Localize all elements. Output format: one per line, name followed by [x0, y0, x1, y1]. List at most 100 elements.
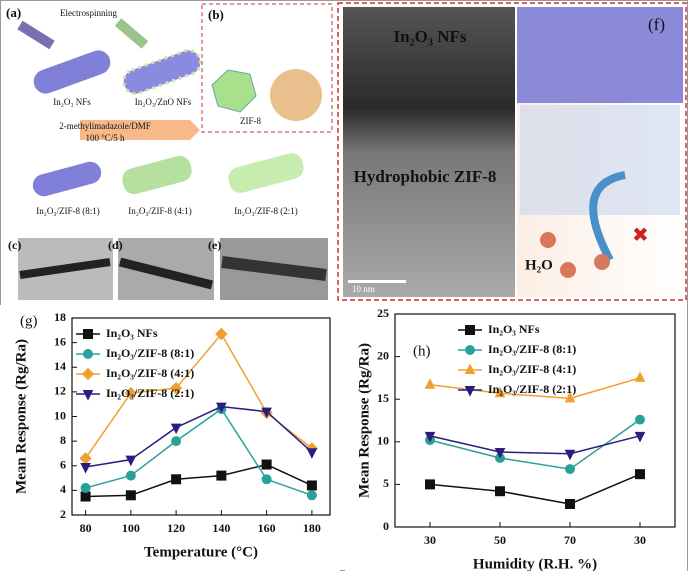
y-tick-label: 10 [377, 434, 389, 448]
marker [169, 381, 183, 395]
marker [81, 367, 95, 381]
syringe [17, 20, 55, 50]
schematic: (a) Electrospinning In₂O₃ NFs In₂O₃/ZnO … [6, 3, 333, 300]
marker [464, 386, 476, 397]
marker [494, 448, 506, 459]
marker [424, 431, 436, 443]
marker [465, 345, 475, 355]
x-tick-label: 160 [258, 521, 276, 535]
x-tick-label: 100 [122, 521, 140, 535]
block: ✖ [632, 225, 649, 247]
panel-label: (b) [208, 7, 224, 22]
marker [125, 455, 137, 467]
marker [306, 448, 318, 459]
series-line [85, 405, 313, 468]
caption: In₂O₃/ZIF-8 (8:1) [36, 206, 100, 216]
marker [83, 349, 93, 359]
y-tick-label: 15 [377, 391, 389, 405]
panel-label: (f) [648, 15, 665, 34]
cage [270, 69, 322, 121]
x-tick-label: 30 [634, 533, 646, 547]
marker [261, 474, 272, 485]
marker [170, 423, 182, 435]
legend-label: In₂O₃/ZIF-8 (2:1) [106, 386, 194, 400]
fiber [118, 257, 214, 290]
marker [634, 371, 646, 382]
series-line [85, 463, 313, 498]
y-tick-label: 4 [60, 482, 66, 496]
y-tick-label: 0 [383, 519, 389, 533]
panel-label: (d) [108, 238, 123, 252]
tem-image [343, 7, 515, 297]
y-tick-label: 20 [377, 348, 389, 362]
caption: In₂O₃/ZnO NFs [135, 97, 192, 107]
water [560, 262, 576, 278]
marker [80, 482, 91, 493]
marker [261, 459, 272, 470]
marker [425, 479, 435, 490]
panel-label: (h) [413, 343, 431, 359]
marker [634, 431, 646, 443]
nanofiber [122, 155, 192, 195]
scale-label: 10 nm [352, 284, 375, 294]
x-tick-label: 180 [303, 521, 321, 535]
y-tick-label: 18 [54, 310, 66, 324]
x-tick-label: 120 [167, 521, 185, 535]
water [594, 254, 610, 270]
marker [564, 449, 576, 461]
series-line [429, 377, 641, 400]
marker [635, 414, 645, 425]
legend-label: In₂O₃ NFs [106, 326, 158, 340]
scale-bar [348, 280, 406, 283]
molecules [520, 105, 680, 215]
x-tick-label: 70 [564, 533, 576, 547]
x-tick-label: 30 [424, 533, 436, 547]
marker [80, 491, 91, 502]
marker [216, 402, 227, 414]
marker [125, 490, 136, 501]
marker [565, 464, 575, 475]
inset-box [337, 2, 687, 301]
legend-label: In₂O₃/ZIF-8 (4:1) [488, 362, 576, 376]
legend-label: In₂O₃/ZIF-8 (4:1) [106, 366, 194, 380]
marker [564, 391, 576, 403]
water [540, 232, 556, 248]
marker [465, 325, 475, 335]
panel-label: (a) [6, 5, 21, 20]
marker [124, 386, 138, 400]
marker [125, 470, 136, 481]
y-axis-label: Mean Response (Rg/Ra) [13, 339, 29, 494]
caption: In₂O₃ NFs [53, 97, 91, 107]
fiber [221, 256, 327, 281]
plot-frame [394, 313, 676, 528]
legend-label: In₂O₃/ZIF-8 (8:1) [488, 342, 576, 356]
arrow [589, 171, 626, 262]
marker [261, 407, 272, 419]
panel-label: (c) [8, 238, 21, 252]
caption: ZIF-8 [240, 116, 261, 126]
caption: In₂O₃/ZIF-8 (4:1) [128, 206, 192, 216]
marker [495, 486, 505, 497]
slab [517, 7, 683, 103]
y-tick-label: 16 [54, 334, 66, 348]
marker [216, 470, 227, 481]
condition: 2-methylimadazole/DMF [59, 121, 150, 131]
legend-label: In₂O₃/ZIF-8 (2:1) [488, 382, 576, 396]
inset-box [201, 3, 333, 133]
x-tick-label: 80 [80, 521, 92, 535]
label: Hydrophobic ZIF-8 [354, 167, 497, 186]
series-line [429, 435, 641, 455]
fiber [19, 258, 111, 279]
marker [635, 469, 645, 480]
marker [215, 327, 228, 341]
nanofiber [228, 153, 304, 193]
marker [82, 390, 94, 401]
marker [424, 378, 436, 389]
y-tick-label: 6 [60, 458, 66, 472]
y-tick-label: 10 [54, 408, 66, 422]
syringe [114, 18, 149, 49]
x-tick-label: 140 [212, 521, 230, 535]
y-axis-label: Mean Response (Rg/Ra) [356, 343, 372, 498]
